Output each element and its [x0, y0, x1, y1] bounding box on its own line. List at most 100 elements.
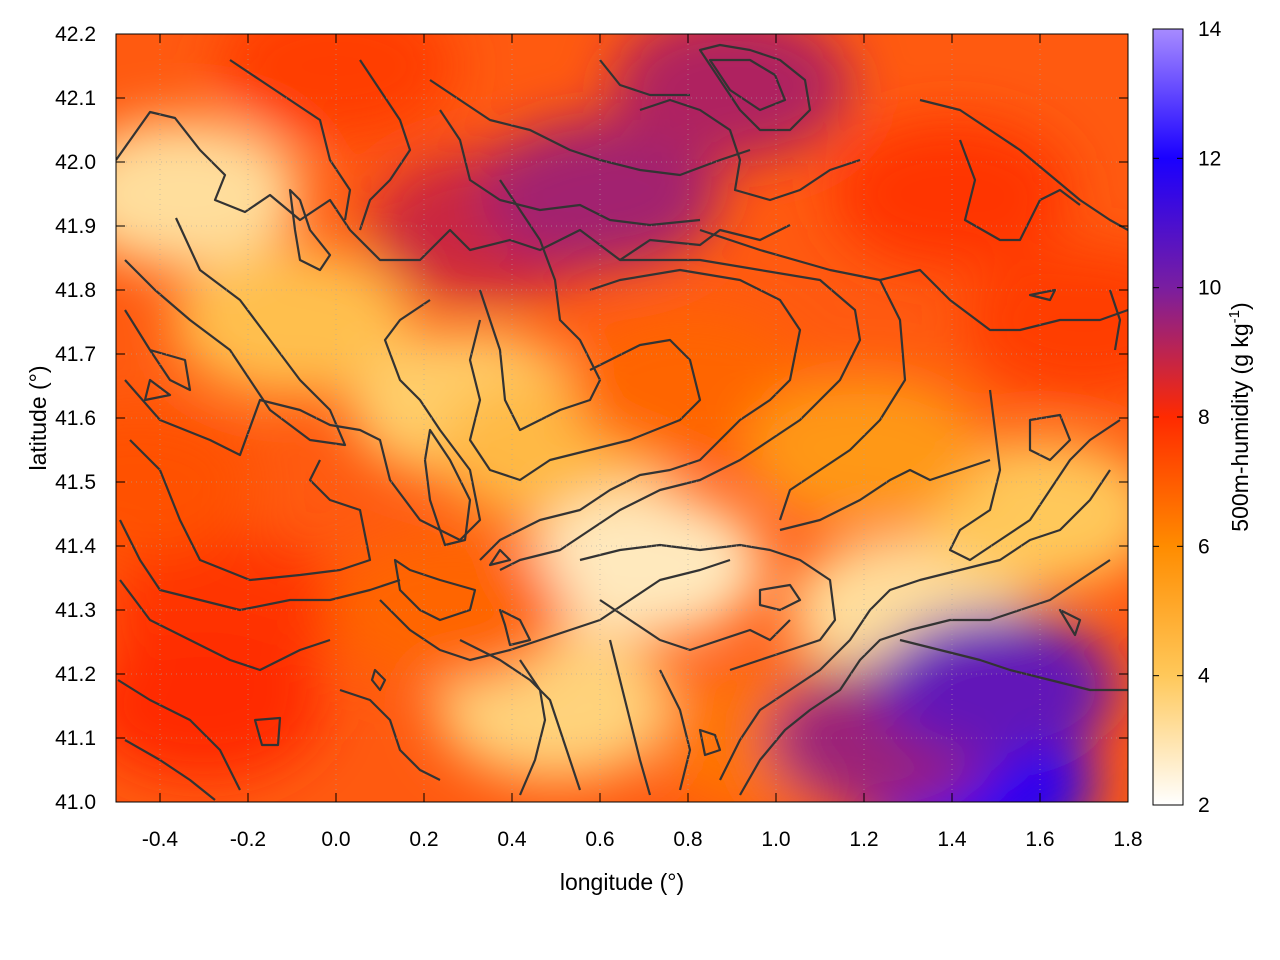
x-tick-label: -0.2	[230, 828, 266, 851]
contour-line	[698, 728, 722, 757]
x-tick-label: -0.4	[142, 828, 179, 851]
contour-line	[116, 110, 791, 262]
humidity-region	[116, 631, 324, 781]
contour-line	[579, 543, 837, 672]
y-tick-label: 41.8	[55, 279, 96, 302]
x-axis-title: longitude (°)	[560, 869, 684, 895]
y-tick-label: 42.1	[55, 87, 96, 110]
colorbar-tick-label: 2	[1198, 794, 1210, 817]
contour-line	[758, 583, 802, 612]
x-tick-label: 1.4	[937, 828, 967, 851]
contour-line	[124, 299, 482, 542]
y-tick-label: 41.5	[55, 471, 96, 494]
contour-line	[608, 639, 652, 796]
contour-line	[288, 188, 332, 272]
x-tick-labels: -0.4 -0.2 0.0 0.2 0.4 0.6 0.8 1.0 1.2 1.4 1.6 1.8	[142, 828, 1143, 851]
contour-line	[124, 217, 347, 447]
x-tick-label: 0.0	[321, 828, 350, 851]
humidity-region	[524, 490, 764, 641]
contour-line	[124, 739, 216, 801]
x-tick-label: 1.2	[849, 828, 878, 851]
contour-line	[958, 139, 1081, 242]
x-tick-label: 1.8	[1113, 828, 1142, 851]
colorbar-tick-label: 6	[1198, 535, 1210, 558]
contour-line	[499, 258, 862, 571]
contour-line	[518, 659, 547, 796]
contour-line	[143, 378, 172, 402]
colorbar-title-superscript: -1	[1226, 310, 1243, 323]
contour-line	[1028, 413, 1072, 462]
colorbar-tick-label: 12	[1198, 147, 1221, 170]
contour-line	[1028, 288, 1057, 302]
contour-line	[779, 458, 991, 532]
contour-line	[429, 79, 751, 177]
y-tick-label: 41.3	[55, 599, 96, 622]
x-tick-label: 0.2	[409, 828, 438, 851]
contour-line	[698, 43, 812, 132]
contour-lines	[116, 43, 1128, 801]
y-tick-label: 42.2	[55, 23, 96, 46]
x-tick-label: 0.6	[585, 828, 614, 851]
x-tick-label: 1.6	[1025, 828, 1054, 851]
colorbar-tick-labels: 2 4 6 8 10 12 14	[1198, 18, 1222, 817]
y-tick-label: 41.4	[55, 535, 96, 558]
contour-line	[699, 228, 1128, 332]
humidity-region	[964, 247, 1128, 397]
colorbar-tick-label: 8	[1198, 406, 1210, 429]
y-tick-labels: 41.0 41.1 41.2 41.3 41.4 41.5 41.6 41.7 41.8 41.9…	[55, 23, 96, 814]
x-tick-label: 0.4	[497, 828, 527, 851]
contour-line	[708, 58, 787, 112]
contour-line	[739, 559, 1111, 796]
contour-line	[339, 688, 441, 781]
contour-line	[919, 98, 1128, 231]
humidity-region	[172, 247, 412, 397]
y-tick-label: 41.9	[55, 215, 96, 238]
contour-line	[129, 439, 372, 582]
contour-line	[599, 599, 791, 652]
colorbar-title: 500m-humidity (g kg-1)	[1226, 302, 1253, 531]
x-tick-label: 0.8	[673, 828, 702, 851]
contour-line	[599, 59, 690, 97]
colorbar-title-main: 500m-humidity (g kg	[1227, 323, 1253, 531]
humidity-region	[568, 311, 808, 461]
contour-line	[379, 558, 731, 662]
contour-line	[948, 389, 1121, 562]
colorbar-tick-label: 4	[1198, 665, 1210, 688]
contour-line	[899, 638, 1128, 692]
humidity-region	[116, 119, 302, 269]
colorbar-title-suffix: )	[1227, 302, 1253, 310]
contour-line	[1058, 608, 1082, 637]
y-tick-label: 41.7	[55, 343, 96, 366]
contour-line	[719, 469, 1111, 781]
colorbar-tick-label: 10	[1198, 277, 1221, 300]
x-tick-label: 1.0	[761, 828, 790, 851]
contour-line	[358, 59, 412, 231]
contour-line	[124, 309, 192, 392]
plot-area: -0.4 -0.2 0.0 0.2 0.4 0.6 0.8 1.0 1.2 1.4 1.6 1.8 4…	[55, 23, 1143, 851]
contour-line	[459, 639, 582, 791]
colorbar-ticks	[1153, 28, 1183, 806]
contour-line	[439, 109, 701, 227]
contour-line	[468, 319, 702, 482]
contour-line	[119, 519, 401, 612]
colorbar: 2 4 6 8 10 12 14 500m-humidity (g kg-1)	[1152, 18, 1253, 817]
contour-line	[253, 716, 282, 747]
contour-line	[639, 98, 861, 202]
contour-line	[423, 428, 472, 547]
contour-line	[1108, 289, 1122, 351]
contour-line	[370, 668, 387, 692]
y-tick-label: 41.0	[55, 791, 96, 814]
contour-line	[778, 279, 907, 521]
contour-line	[393, 558, 477, 622]
y-tick-label: 41.2	[55, 663, 96, 686]
contour-line	[498, 608, 532, 647]
colorbar-tick-label: 14	[1198, 18, 1222, 41]
y-tick-label: 41.6	[55, 407, 96, 430]
contour-line	[488, 548, 512, 567]
y-axis-title: latitude (°)	[25, 365, 51, 470]
contour-line	[117, 679, 241, 791]
contour-line	[659, 669, 692, 791]
y-tick-label: 41.1	[55, 727, 96, 750]
